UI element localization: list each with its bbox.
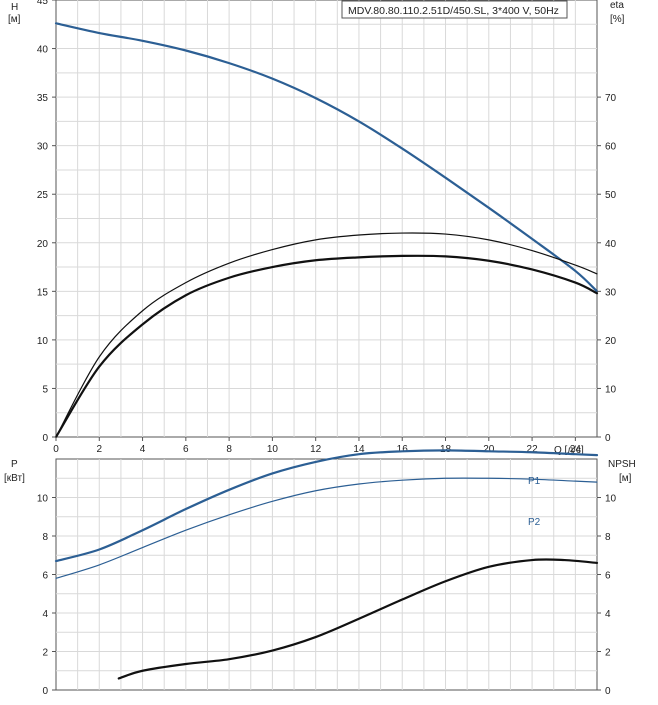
head-curve <box>54 22 599 293</box>
npsh-y-tick-label: 2 <box>605 648 611 659</box>
eta-y-tick-label: 50 <box>605 190 617 201</box>
x-tick-label: 0 <box>53 444 59 455</box>
series-label-p2: P2 <box>528 517 541 528</box>
power-y-tick-label: 4 <box>42 609 48 620</box>
head-efficiency-series <box>54 22 599 439</box>
npsh-y-tick-label: 10 <box>605 494 617 505</box>
npsh-y-tick-label: 6 <box>605 571 611 582</box>
head-y-tick-label: 0 <box>42 433 48 444</box>
eta-y-tick-label: 70 <box>605 93 617 104</box>
head-y-tick-label: 40 <box>37 45 49 56</box>
power-y-tick-label: 8 <box>42 532 48 543</box>
x-tick-label: 20 <box>483 444 495 455</box>
eta-y-tick-label: 60 <box>605 142 617 153</box>
y-axis-unit-npsh: [м] <box>619 473 632 484</box>
y-axis-label-npsh: NPSH <box>608 459 636 470</box>
power-y-tick-label: 2 <box>42 648 48 659</box>
x-tick-label: 6 <box>183 444 189 455</box>
efficiency-curve <box>55 232 598 438</box>
y-axis-unit-power: [кВт] <box>4 473 25 484</box>
chart-title-box <box>341 0 568 19</box>
x-tick-label: 16 <box>397 444 409 455</box>
y-axis-label-head: H <box>11 2 18 13</box>
x-tick-label: 12 <box>310 444 322 455</box>
power-npsh-ticks: 0 2 4 6 8 10 0 2 4 6 8 10 <box>37 494 617 698</box>
power-npsh-panel: 0 2 4 6 8 10 0 2 4 6 8 10 P [кВт] NPSH [м] P1 P2 <box>4 449 636 698</box>
y-axis-label-power: P <box>11 459 18 470</box>
x-tick-label: 4 <box>140 444 146 455</box>
head-y-tick-label: 35 <box>37 93 49 104</box>
head-y-tick-label: 5 <box>42 384 48 395</box>
npsh-curve <box>117 558 599 680</box>
npsh-y-tick-label: 0 <box>605 686 611 697</box>
npsh-y-tick-label: 4 <box>605 609 611 620</box>
npsh-y-tick-label: 8 <box>605 532 611 543</box>
eta-y-tick-label: 10 <box>605 384 617 395</box>
eta-y-tick-label: 20 <box>605 336 617 347</box>
chart-title: MDV.80.80.110.2.51D/450.SL, 3*400 V, 50H… <box>348 5 559 17</box>
eta-y-tick-label: 30 <box>605 287 617 298</box>
x-tick-label: 10 <box>267 444 279 455</box>
x-tick-label: 14 <box>353 444 365 455</box>
y-axis-unit-eta: [%] <box>610 14 625 25</box>
head-y-tick-label: 15 <box>37 287 49 298</box>
eta-y-tick-label: 0 <box>605 433 611 444</box>
eta-y-tick-label: 40 <box>605 239 617 250</box>
head-y-tick-label: 30 <box>37 142 49 153</box>
power-npsh-series <box>54 449 599 680</box>
y-axis-label-eta: eta <box>610 0 624 11</box>
x-tick-label: 24 <box>570 444 582 455</box>
x-axis-label-q: Q [л/с] <box>554 445 584 456</box>
power-y-tick-label: 10 <box>37 494 49 505</box>
p2-power-curve <box>55 477 598 579</box>
p1-power-curve <box>54 449 599 563</box>
power-y-tick-label: 0 <box>42 686 48 697</box>
x-tick-label: 22 <box>527 444 539 455</box>
head-y-tick-label: 10 <box>37 336 49 347</box>
power-y-tick-label: 6 <box>42 571 48 582</box>
y-axis-unit-head: [м] <box>8 14 21 25</box>
head-y-tick-label: 25 <box>37 190 49 201</box>
x-tick-label: 2 <box>96 444 102 455</box>
head-efficiency-grid <box>56 0 597 437</box>
x-tick-label: 8 <box>226 444 232 455</box>
head-y-tick-label: 20 <box>37 239 49 250</box>
total-efficiency-curve <box>54 254 599 439</box>
series-label-p1: P1 <box>528 476 541 487</box>
head-y-tick-label: 45 <box>37 0 49 7</box>
